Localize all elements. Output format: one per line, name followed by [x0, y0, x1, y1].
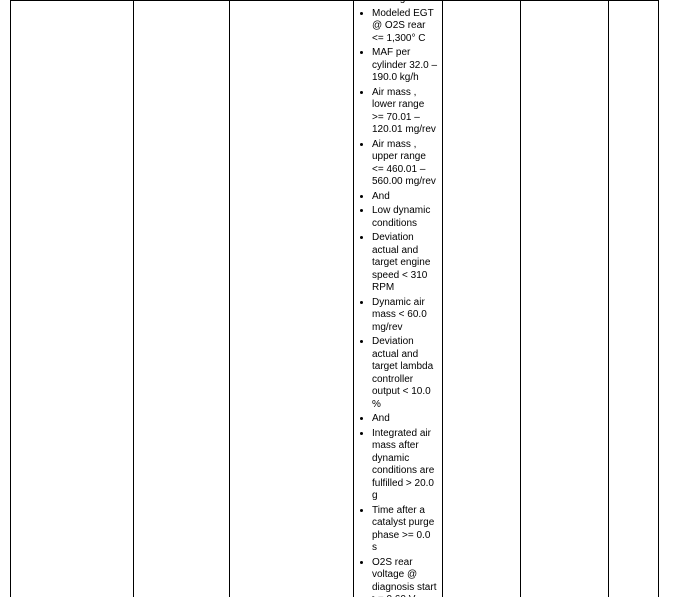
condition-item: Low dynamic conditions: [372, 205, 438, 230]
table-cell-col-6: [609, 1, 659, 597]
table-cell-col-1: [134, 1, 230, 597]
condition-item: Deviation actual and target lambda contr…: [372, 336, 438, 411]
table-row: 200.0 g Modeled EGT @ O2S rear <= 1,300° …: [11, 1, 659, 597]
condition-item: 200.0 g: [372, 0, 438, 6]
table-cell-col-0: [11, 1, 134, 597]
table-cell-col-3: 200.0 g Modeled EGT @ O2S rear <= 1,300° …: [354, 1, 443, 597]
condition-item: And: [372, 191, 438, 204]
table-cell-col-5: [521, 1, 609, 597]
table-cell-col-4: [443, 1, 521, 597]
page-viewport: 200.0 g Modeled EGT @ O2S rear <= 1,300° …: [0, 0, 678, 597]
condition-item: And: [372, 413, 438, 426]
condition-item: Dynamic air mass < 60.0 mg/rev: [372, 297, 438, 335]
condition-item: Time after a catalyst purge phase >= 0.0…: [372, 505, 438, 555]
condition-item: O2S rear voltage @ diagnosis start >= 0.…: [372, 557, 438, 597]
condition-item: Integrated air mass after dynamic condit…: [372, 428, 438, 503]
diagnostic-table: 200.0 g Modeled EGT @ O2S rear <= 1,300° …: [10, 0, 659, 597]
condition-item: Air mass , lower range >= 70.01 – 120.01…: [372, 87, 438, 137]
table-cell-col-2: [230, 1, 354, 597]
conditions-list: 200.0 g Modeled EGT @ O2S rear <= 1,300° …: [358, 0, 438, 597]
condition-item: Modeled EGT @ O2S rear <= 1,300° C: [372, 8, 438, 46]
condition-item: Air mass , upper range <= 460.01 – 560.0…: [372, 139, 438, 189]
condition-item: Deviation actual and target engine speed…: [372, 232, 438, 295]
condition-item: MAF per cylinder 32.0 – 190.0 kg/h: [372, 47, 438, 85]
